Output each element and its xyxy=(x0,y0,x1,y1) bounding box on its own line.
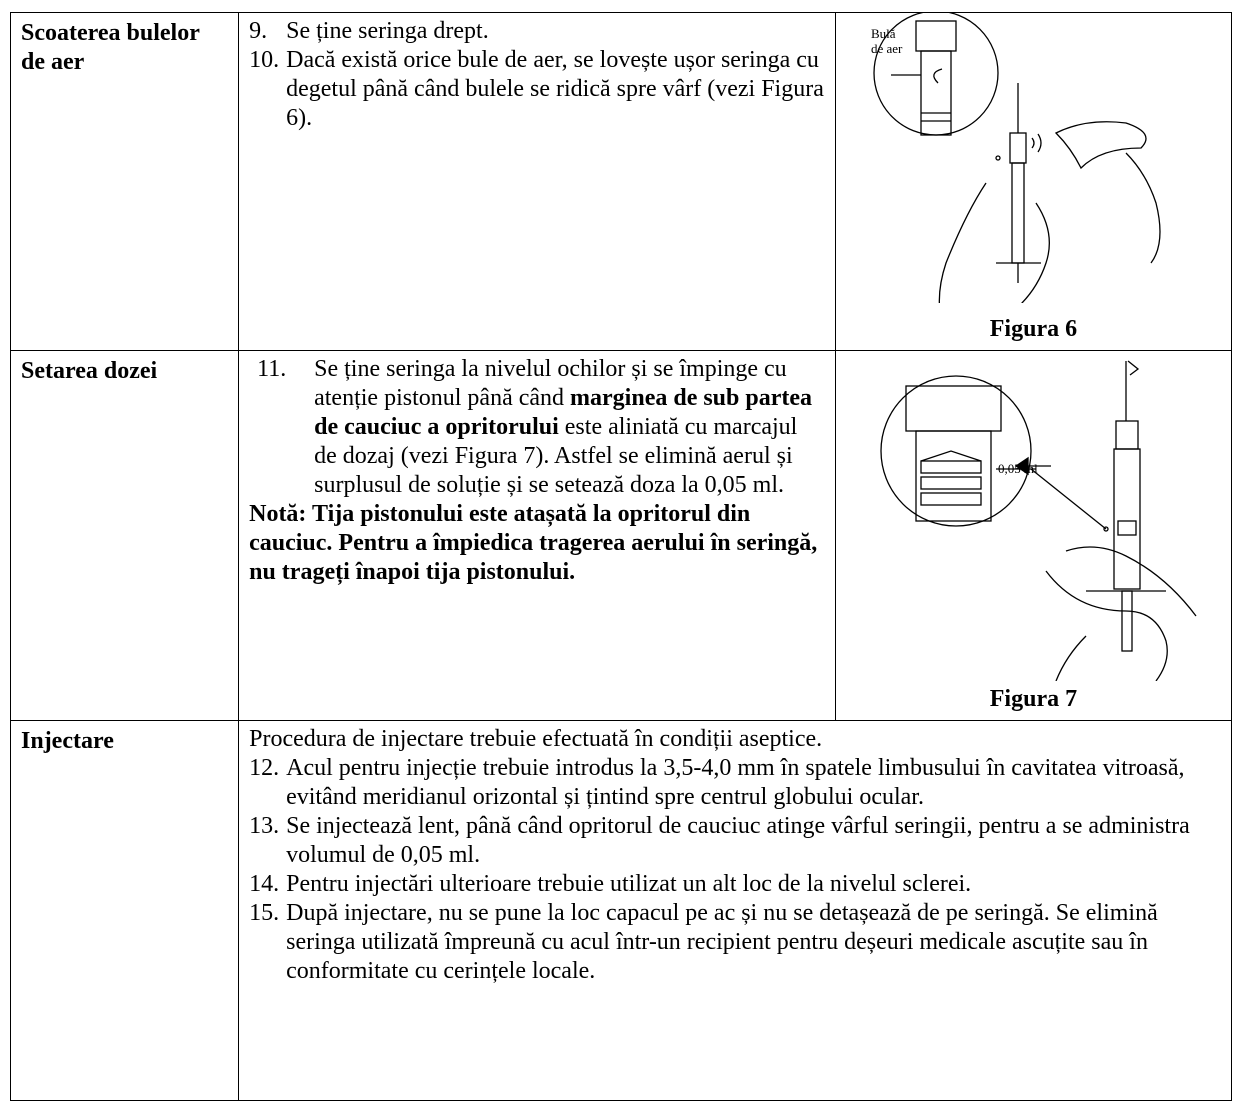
text-part: Se ține seringa drept. xyxy=(286,18,489,44)
row-heading: Setarea dozei xyxy=(9,350,240,721)
step: 15. După injectare, nu se pune la loc cap… xyxy=(249,899,1221,986)
row-text: 9. Se ține seringa drept. 10. Dacă există o… xyxy=(238,12,836,351)
table-row: Setarea dozei 11. Se ține seringa la nivel… xyxy=(9,350,1233,721)
text-part: Acul pentru injecție trebuie introdus la… xyxy=(286,755,1185,810)
step-text: Se injectează lent, până când opritorul … xyxy=(286,812,1221,870)
step: 9. Se ține seringa drept. xyxy=(249,17,825,46)
row-text: 11. Se ține seringa la nivelul ochilor și… xyxy=(238,350,836,721)
figure-caption: Figura 7 xyxy=(989,686,1078,712)
text-part: marginea de sub partea de cauciuc a opri… xyxy=(314,385,813,440)
figure-cell: 0,05 ml Figura 7 xyxy=(834,350,1233,721)
figure-7: 0,05 ml xyxy=(880,360,1197,682)
text-part: este aliniată cu marcajul de dozaj (vezi… xyxy=(314,414,798,498)
step-text: După injectare, nu se pune la loc capacu… xyxy=(286,899,1221,986)
table-row: Injectare Procedura de injectare trebuie … xyxy=(9,720,1232,1101)
step-text: Dacă există orice bule de aer, se loveșt… xyxy=(286,46,825,133)
step-number: 14. xyxy=(249,871,280,897)
row-heading: Scoaterea bulelor de aer xyxy=(9,12,240,351)
step-number: 13. xyxy=(249,813,280,839)
figure-6: Bulă de aer xyxy=(871,10,1161,319)
step-number: 10. xyxy=(249,47,280,73)
instructions-table: Scoaterea bulelor de aer 9. Se ține sering… xyxy=(9,10,1233,1101)
table-body: Scoaterea bulelor de aer 9. Se ține sering… xyxy=(9,10,1233,1101)
step-text: Se ține seringa la nivelul ochilor și se… xyxy=(314,355,825,500)
step: 14. Pentru injectări ulterioare trebuie u… xyxy=(249,870,1221,899)
text-part: Se injectează lent, până când opritorul … xyxy=(286,813,1190,868)
step-number: 9. xyxy=(249,18,268,44)
step: 11. Se ține seringa la nivelul ochilor și… xyxy=(249,355,825,500)
step: 12. Acul pentru injecție trebuie introdus… xyxy=(249,754,1221,812)
row-heading: Injectare xyxy=(9,720,240,1101)
text-part: Pentru injectări ulterioare trebuie util… xyxy=(286,871,972,897)
text-part: După injectare, nu se pune la loc capacu… xyxy=(286,900,1158,984)
figure-cell: Bulă de aer Figura 6 xyxy=(834,10,1233,351)
step: 13. Se injectează lent, până când opritor… xyxy=(249,812,1221,870)
figure-label: 0,05 ml xyxy=(998,461,1038,476)
table-row: Scoaterea bulelor de aer 9. Se ține sering… xyxy=(9,10,1233,351)
step-number: 11. xyxy=(257,356,287,382)
note: Notă: Tija pistonului este atașată la op… xyxy=(249,501,818,585)
text-part: Se ține seringa la nivelul ochilor și se… xyxy=(314,356,787,411)
text-part: Dacă există orice bule de aer, se loveșt… xyxy=(286,47,824,131)
step-text: Pentru injectări ulterioare trebuie util… xyxy=(286,870,971,899)
step: 10. Dacă există orice bule de aer, se lov… xyxy=(249,46,825,133)
step-number: 15. xyxy=(249,900,280,926)
figure-label: de aer xyxy=(871,41,903,56)
step-text: Acul pentru injecție trebuie introdus la… xyxy=(286,754,1221,812)
step-number: 12. xyxy=(249,755,280,781)
figure-label: Bulă xyxy=(871,26,896,41)
figure-caption: Figura 6 xyxy=(989,316,1078,342)
intro: Procedura de injectare trebuie efectuată… xyxy=(249,726,823,752)
step-text: Se ține seringa drept. xyxy=(286,17,489,46)
row-text: Procedura de injectare trebuie efectuată… xyxy=(238,720,1232,1101)
